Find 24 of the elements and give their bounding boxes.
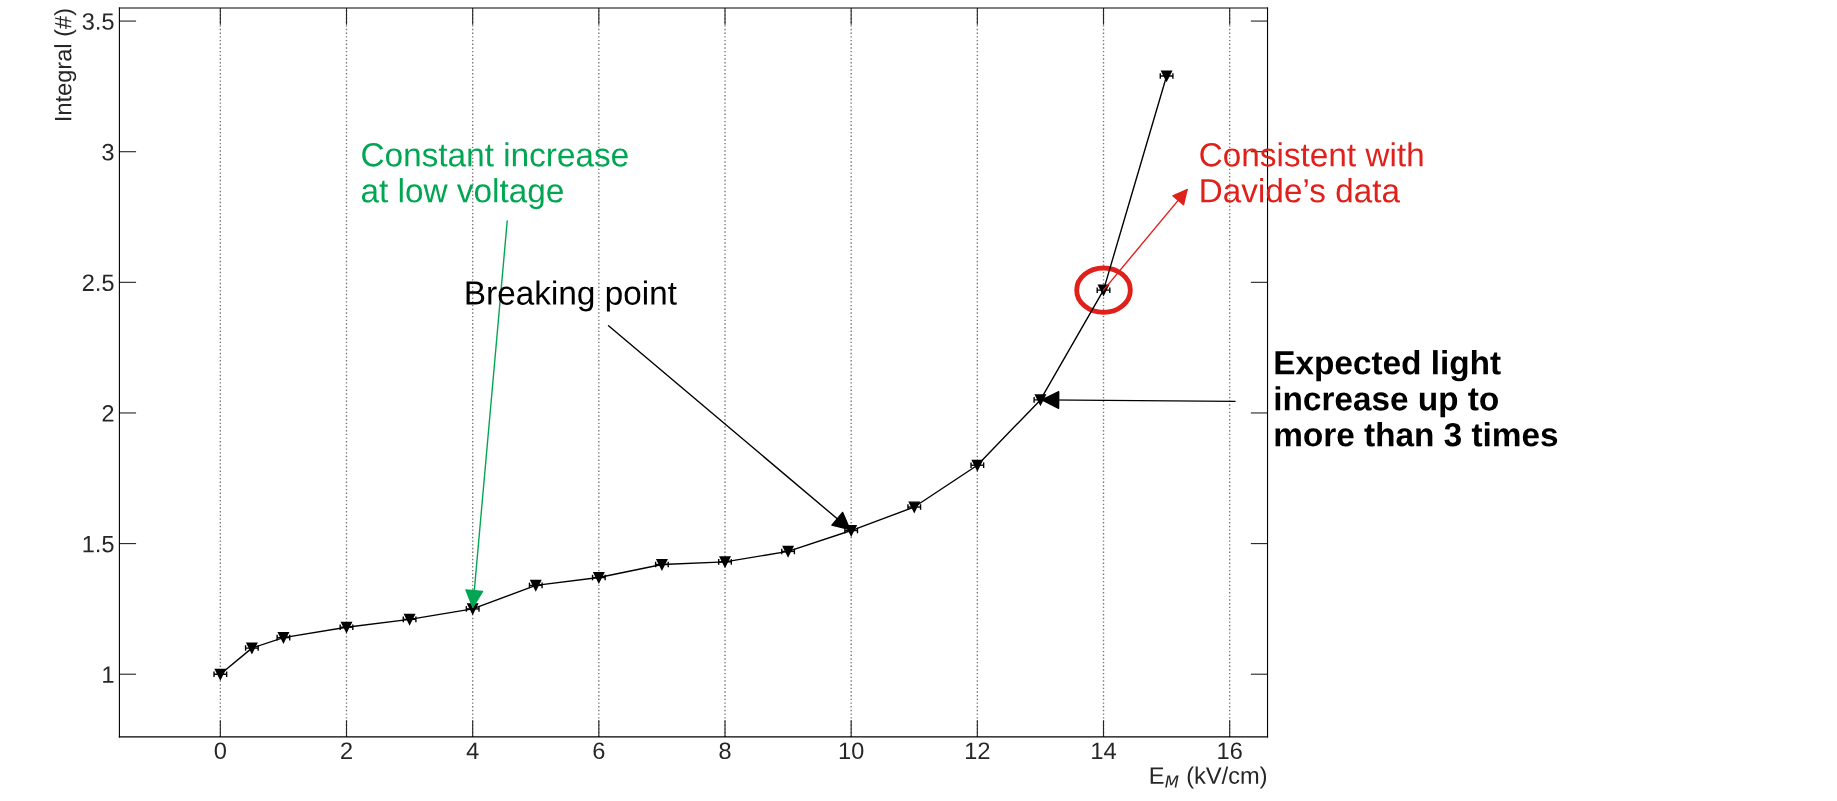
y-tick-label: 1.5 [83, 535, 114, 553]
y-tick-label: 3.5 [82, 13, 114, 30]
y-tick-label: 2.5 [82, 274, 114, 292]
x-tick-label: 12 [966, 742, 990, 759]
x-axis-title: E$_{M}$ (kV/cm) [1150, 766, 1267, 789]
y-tick-label: 3 [102, 143, 114, 161]
annotation: Constant increase at low voltage [361, 142, 628, 210]
x-tick-label: 16 [1218, 742, 1242, 760]
x-tick-label: 6 [593, 742, 605, 760]
x-tick-label: 4 [466, 742, 479, 759]
point [593, 571, 605, 584]
point [277, 632, 289, 644]
y-tick-label: 1 [103, 666, 114, 683]
x-tick-label: 14 [1092, 742, 1116, 759]
y-tick-label: 2 [102, 405, 114, 422]
point [656, 558, 668, 571]
x-tick-label: 2 [341, 742, 352, 759]
annotation: Expected light increase up to more than 3 times [1275, 350, 1558, 447]
x-tick-label: 0 [214, 742, 226, 760]
point [404, 613, 416, 625]
point [782, 545, 794, 557]
x-tick-label: 8 [719, 742, 731, 760]
x-tick-label: 10 [839, 742, 864, 760]
y-axis-title: Integral (#) [54, 9, 77, 120]
